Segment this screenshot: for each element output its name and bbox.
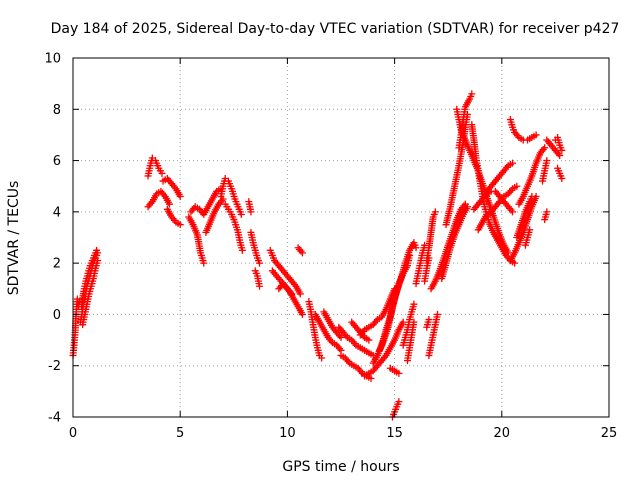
data-point	[410, 300, 418, 308]
y-tick-label: 10	[44, 52, 61, 67]
data-point	[468, 90, 476, 98]
data-point	[176, 192, 184, 200]
data-point	[247, 208, 255, 216]
data-point	[337, 334, 345, 342]
data-point	[556, 151, 564, 159]
data-point	[93, 246, 101, 254]
data-point	[410, 318, 418, 326]
data-point	[367, 375, 375, 383]
y-tick-label: 0	[53, 308, 61, 323]
grid-lines	[73, 58, 609, 417]
y-tick-label: -4	[48, 411, 61, 426]
data-point	[511, 259, 519, 267]
data-point	[165, 200, 173, 208]
data-point	[543, 208, 551, 216]
x-axis-label: GPS time / hours	[282, 459, 399, 475]
data-point	[365, 336, 373, 344]
y-tick-label: 2	[53, 257, 61, 272]
data-point	[298, 310, 306, 318]
data-point	[541, 144, 549, 152]
data-point	[543, 157, 551, 165]
data-point	[298, 249, 306, 257]
data-point	[526, 226, 534, 234]
data-point	[237, 210, 245, 218]
y-tick-label: 6	[53, 154, 61, 169]
data-point	[200, 259, 208, 267]
chart-title: Day 184 of 2025, Sidereal Day-to-day VTE…	[51, 21, 620, 37]
data-point	[296, 290, 304, 298]
data-point	[532, 131, 540, 139]
y-tick-label: -2	[48, 359, 61, 374]
data-point	[238, 246, 246, 254]
data-point	[513, 182, 521, 190]
x-tick-label: 10	[279, 426, 296, 441]
y-axis-label: SDTVAR / TECUs	[6, 181, 22, 296]
plot-frame	[72, 57, 610, 418]
data-point	[431, 208, 439, 216]
data-point	[528, 192, 536, 200]
data-point	[509, 208, 517, 216]
data-marks	[69, 90, 566, 421]
data-point	[412, 244, 420, 252]
y-tick-label: 4	[53, 205, 61, 220]
x-tick-label: 20	[494, 426, 511, 441]
y-tick-label: 8	[53, 103, 61, 118]
data-point	[288, 290, 296, 298]
x-tick-label: 5	[176, 426, 184, 441]
axis-ticks: 0 5 10 15 20 25 -4 -2 0 2 4 6 8 10	[44, 52, 617, 442]
data-point	[176, 221, 184, 229]
data-point	[558, 175, 566, 183]
data-point	[463, 203, 471, 211]
data-point	[318, 354, 326, 362]
x-tick-label: 15	[386, 426, 403, 441]
data-point	[425, 316, 433, 324]
data-point	[256, 282, 264, 290]
data-point	[399, 318, 407, 326]
data-point	[158, 169, 166, 177]
x-tick-label: 0	[69, 426, 77, 441]
data-point	[256, 259, 264, 267]
data-point	[433, 310, 441, 318]
data-point	[395, 369, 403, 377]
data-point	[94, 257, 102, 265]
data-point	[558, 146, 566, 154]
x-tick-label: 25	[601, 426, 618, 441]
data-point	[509, 159, 517, 167]
data-point	[395, 398, 403, 406]
